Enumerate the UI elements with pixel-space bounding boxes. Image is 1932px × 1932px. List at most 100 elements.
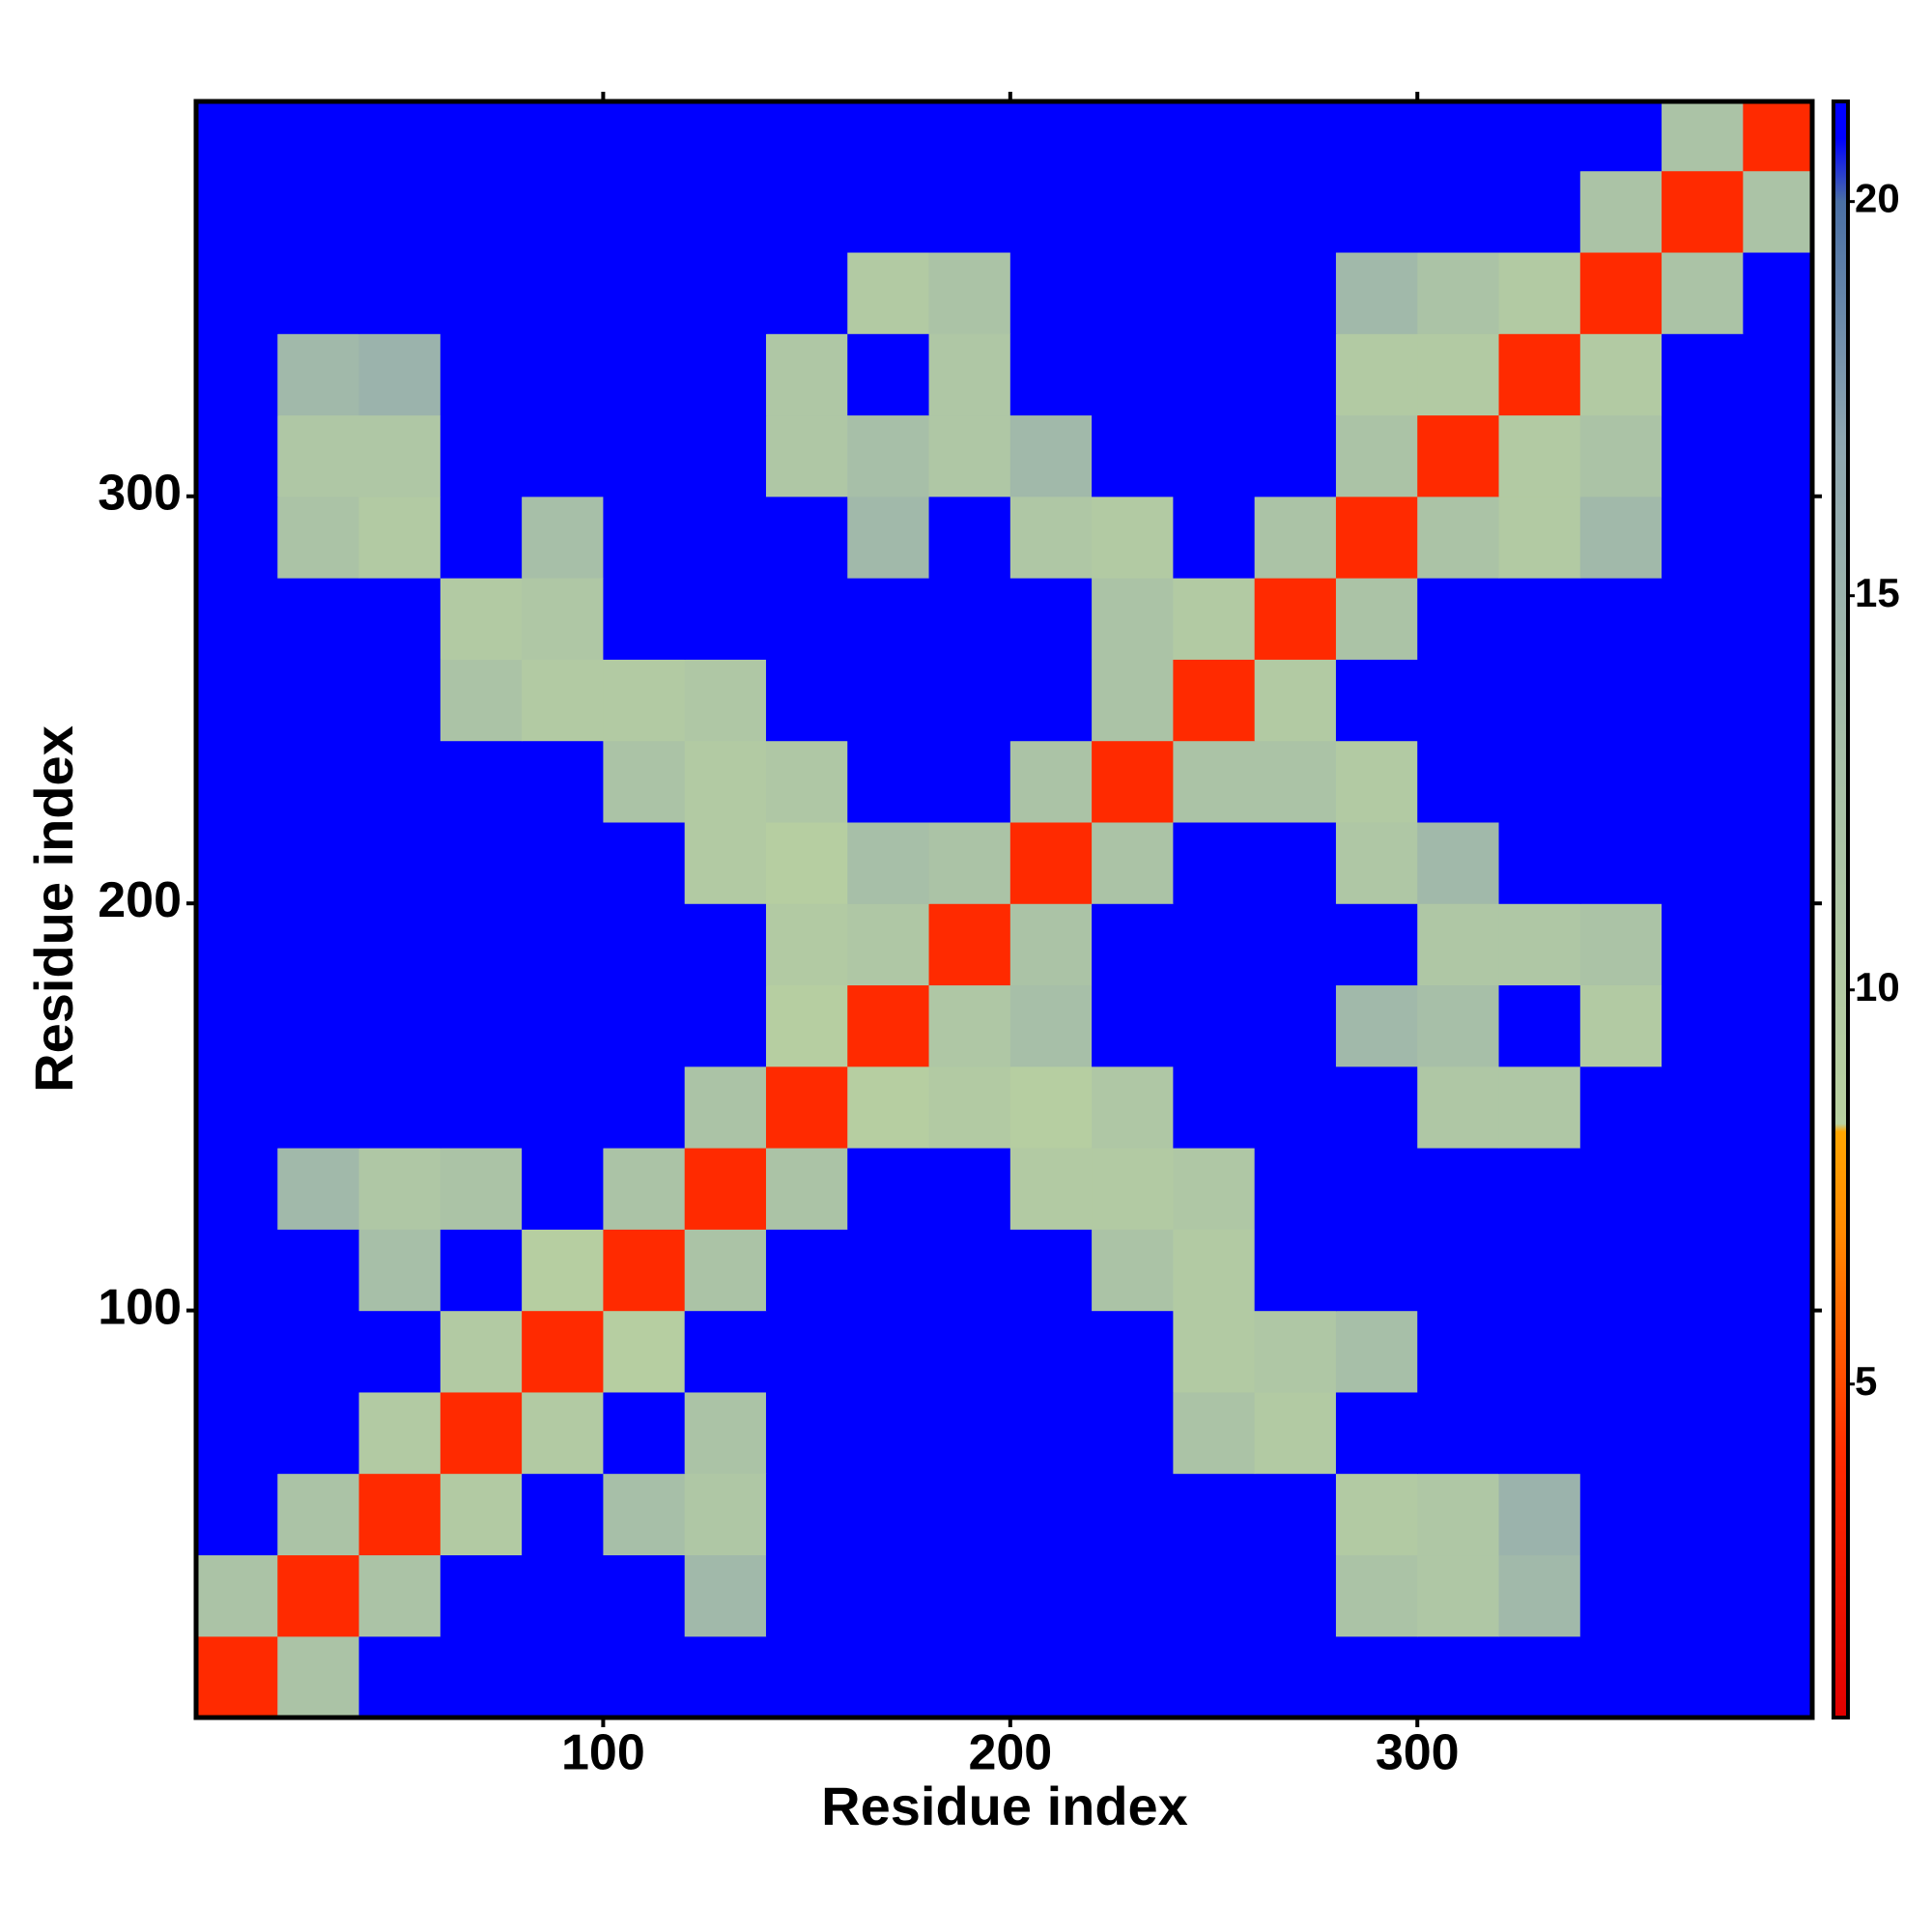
heatmap-cell (1579, 1229, 1662, 1312)
heatmap-cell (1662, 496, 1744, 579)
heatmap-cell (1498, 578, 1581, 660)
heatmap-cell (277, 170, 360, 253)
heatmap-cell (196, 414, 278, 497)
heatmap-cell (684, 821, 767, 904)
heatmap-cell (765, 984, 848, 1067)
heatmap-cell (440, 1065, 523, 1149)
heatmap-cell (1662, 170, 1744, 253)
heatmap-cell (928, 1635, 1011, 1718)
colorbar-tick-label: 15 (1855, 570, 1900, 615)
heatmap-cell (1092, 659, 1174, 742)
heatmap-cell (684, 578, 767, 660)
heatmap-cell (603, 903, 686, 986)
heatmap-cell (1009, 1473, 1093, 1556)
heatmap-cell (1417, 170, 1500, 253)
heatmap-cell (1254, 1554, 1337, 1637)
y-tick-label: 300 (98, 466, 182, 522)
heatmap-cell (765, 1148, 848, 1230)
heatmap-cell (1254, 251, 1337, 334)
plot-frame (193, 99, 1815, 1720)
heatmap-cell (1335, 1473, 1418, 1556)
heatmap-cell (847, 984, 930, 1067)
heatmap-cell (1417, 1148, 1500, 1230)
heatmap-cell (1662, 1391, 1744, 1474)
heatmap-cell (928, 1391, 1011, 1474)
heatmap-cell (1579, 1554, 1662, 1637)
heatmap-cell (1662, 1065, 1744, 1149)
heatmap-cell (1662, 1473, 1744, 1556)
heatmap-cell (358, 821, 441, 904)
heatmap-cell (1173, 740, 1256, 823)
heatmap-cell (765, 1391, 848, 1474)
heatmap-cell (847, 101, 930, 172)
heatmap-cell (928, 1473, 1011, 1556)
heatmap-cell (1662, 1635, 1744, 1718)
heatmap-cell (928, 101, 1011, 172)
heatmap-cell (1498, 659, 1581, 742)
heatmap-cell (1092, 740, 1174, 823)
heatmap-cell (1579, 659, 1662, 742)
heatmap-cell (684, 1065, 767, 1149)
heatmap-cell (1417, 414, 1500, 497)
heatmap-cell (1254, 984, 1337, 1067)
heatmap-cell (358, 251, 441, 334)
heatmap-cell (1173, 578, 1256, 660)
heatmap-cell (1498, 1391, 1581, 1474)
heatmap-cell (440, 821, 523, 904)
heatmap-cell (1335, 1635, 1418, 1718)
heatmap-cell (1335, 1229, 1418, 1312)
heatmap-cell (440, 740, 523, 823)
heatmap-cell (1009, 1391, 1093, 1474)
heatmap-cell (522, 821, 605, 904)
heatmap-cell (1579, 903, 1662, 986)
heatmap-cell (440, 578, 523, 660)
heatmap-cell (603, 333, 686, 416)
heatmap-cell (1743, 496, 1812, 579)
heatmap-cell (1662, 101, 1744, 172)
heatmap-cell (196, 251, 278, 334)
heatmap-cell (1009, 414, 1093, 497)
heatmap-cell (765, 1229, 848, 1312)
heatmap-cell (684, 903, 767, 986)
heatmap-cell (603, 1229, 686, 1312)
x-tick-label: 300 (1376, 1725, 1460, 1781)
heatmap-cell (765, 1635, 848, 1718)
heatmap-cell (358, 170, 441, 253)
heatmap-cell (847, 1391, 930, 1474)
heatmap-cell (928, 251, 1011, 334)
heatmap-cell (277, 1473, 360, 1556)
heatmap-cell (847, 903, 930, 986)
heatmap-cell (1009, 1635, 1093, 1718)
x-tick-label: 200 (968, 1725, 1052, 1781)
heatmap-cell (847, 333, 930, 416)
heatmap-cell (1498, 1065, 1581, 1149)
heatmap-cell (1254, 1310, 1337, 1393)
heatmap-cell (1335, 578, 1418, 660)
heatmap-cell (684, 333, 767, 416)
heatmap-cell (196, 1310, 278, 1393)
heatmap-cell (440, 1554, 523, 1637)
heatmap-cell (1743, 1065, 1812, 1149)
heatmap-cell (440, 170, 523, 253)
heatmap-cell (1173, 414, 1256, 497)
heatmap-cell (1009, 251, 1093, 334)
heatmap-cell (684, 659, 767, 742)
heatmap-cell (277, 251, 360, 334)
heatmap-cell (1498, 740, 1581, 823)
heatmap-cell (928, 1554, 1011, 1637)
heatmap-cell (522, 578, 605, 660)
heatmap-cell (1335, 659, 1418, 742)
heatmap-cell (1009, 1065, 1093, 1149)
heatmap-cell (1662, 1554, 1744, 1637)
heatmap-cell (440, 414, 523, 497)
heatmap-cell (765, 903, 848, 986)
heatmap-cell (1743, 1148, 1812, 1230)
heatmap-cell (358, 333, 441, 416)
heatmap-cell (847, 496, 930, 579)
heatmap-cell (1092, 414, 1174, 497)
heatmap-cell (522, 101, 605, 172)
heatmap-cell (1173, 333, 1256, 416)
heatmap-cell (1009, 1554, 1093, 1637)
heatmap-cell (1743, 1310, 1812, 1393)
heatmap-cell (1417, 578, 1500, 660)
